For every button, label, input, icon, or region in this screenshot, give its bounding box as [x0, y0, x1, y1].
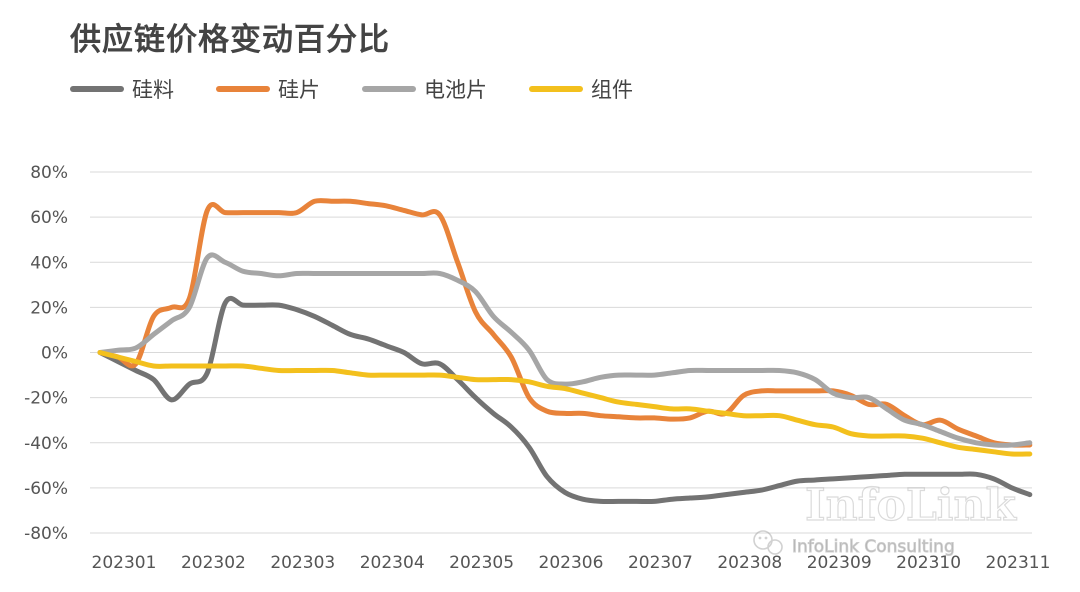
series-line-1 [97, 295, 1033, 505]
legend-label: 硅片 [278, 78, 320, 102]
legend-swatch [216, 86, 270, 92]
series-lines [97, 198, 1033, 505]
legend-label: 组件 [591, 78, 633, 102]
series-line-2 [97, 198, 1033, 448]
y-tick-label: -40% [24, 434, 68, 454]
x-tick-label: 202307 [628, 553, 693, 573]
legend-item: 组件 [529, 74, 633, 104]
legend-swatch [529, 86, 583, 92]
y-tick-label: 20% [30, 298, 68, 318]
x-tick-label: 202304 [360, 553, 425, 573]
legend-item: 电池片 [362, 74, 487, 104]
x-tick-label: 202305 [449, 553, 514, 573]
y-tick-label: 0% [41, 344, 68, 364]
x-tick-label: 202303 [270, 553, 335, 573]
legend-item: 硅片 [216, 74, 320, 104]
y-tick-label: -80% [24, 524, 68, 544]
y-tick-label: 40% [30, 253, 68, 273]
x-tick-label: 202310 [896, 553, 961, 573]
x-axis-ticks: 202301 202302 202303 202304 202305 202306 2023… [92, 553, 1051, 573]
legend-label: 硅料 [132, 78, 174, 102]
series-line-3 [97, 252, 1033, 448]
series-line-4 [97, 350, 1033, 457]
y-axis-ticks: 80% 60% 40% 20% 0% -20% -40% -60% -80% [24, 163, 68, 544]
y-tick-label: -20% [24, 389, 68, 409]
y-tick-label: -60% [24, 479, 68, 499]
legend-item: 硅料 [70, 74, 174, 104]
legend-swatch [362, 86, 416, 92]
x-tick-label: 202301 [92, 553, 157, 573]
x-tick-label: 202306 [539, 553, 604, 573]
x-tick-label: 202309 [807, 553, 872, 573]
legend-label: 电池片 [424, 78, 487, 102]
legend: 硅料 硅片 电池片 组件 [70, 74, 675, 104]
legend-swatch [70, 86, 124, 92]
x-tick-label: 202311 [986, 553, 1051, 573]
y-tick-label: 80% [30, 163, 68, 183]
wechat-icon [753, 530, 783, 555]
watermark-caption: InfoLink Consulting [792, 537, 955, 557]
gridlines [90, 171, 1032, 534]
x-tick-label: 202302 [181, 553, 246, 573]
watermark-logo-text: InfoLink [805, 480, 1017, 531]
watermark: InfoLink InfoLink Consulting [753, 479, 1018, 557]
chart-title: 供应链价格变动百分比 [70, 22, 390, 58]
y-tick-label: 60% [30, 208, 68, 228]
x-tick-label: 202308 [717, 553, 782, 573]
